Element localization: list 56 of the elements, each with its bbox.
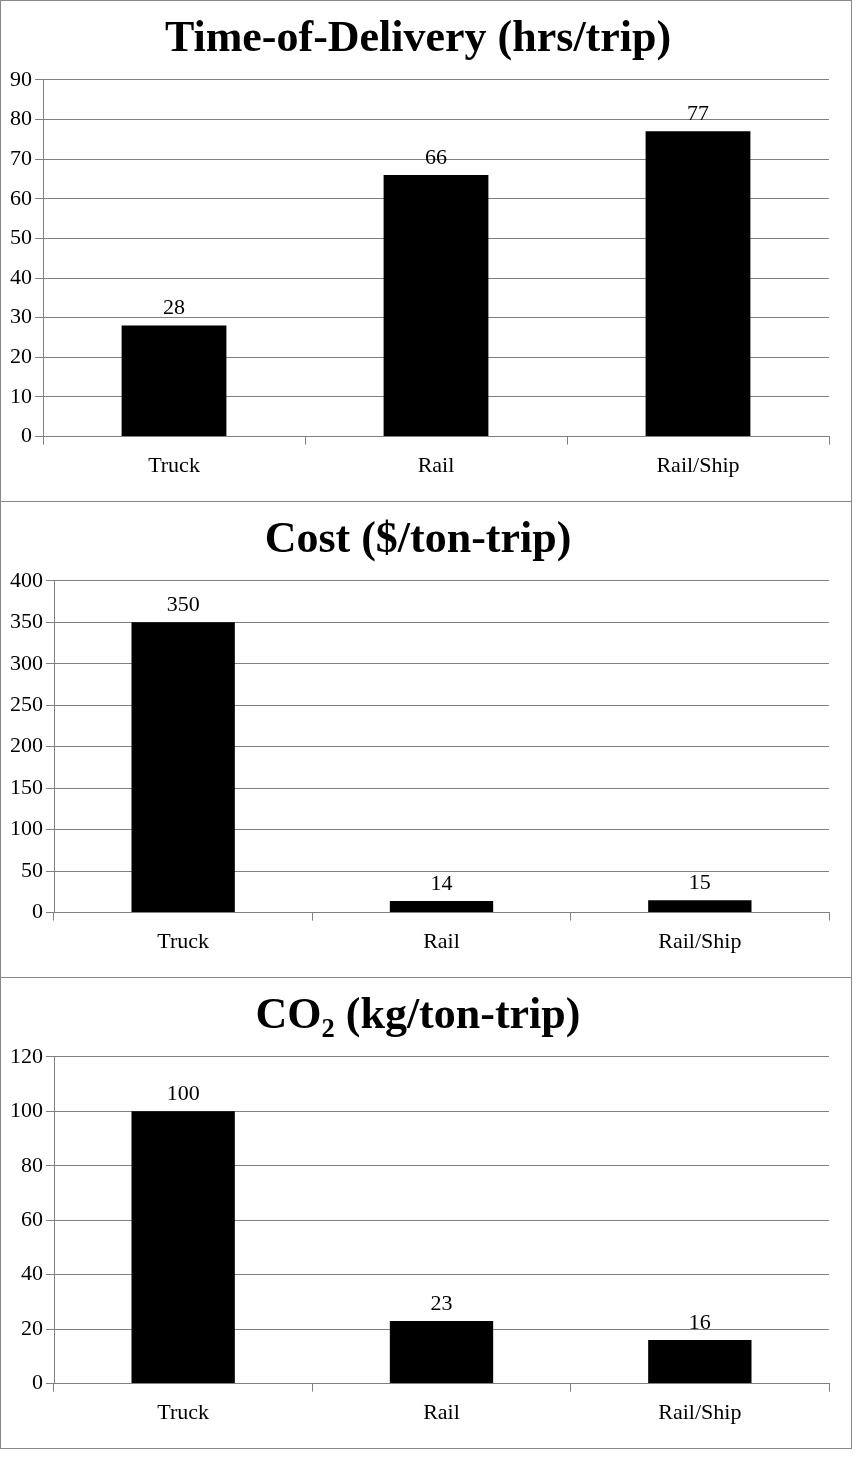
data-label: 77 <box>687 100 709 126</box>
y-tick-label: 400 <box>10 566 43 592</box>
y-tick-label: 30 <box>10 303 32 329</box>
y-tick-label: 120 <box>10 1042 43 1068</box>
y-tick-label: 60 <box>21 1205 43 1231</box>
x-tick-label: Truck <box>157 1398 210 1424</box>
x-tick-label: Rail <box>423 927 460 953</box>
y-tick-label: 0 <box>32 1369 43 1395</box>
x-tick-label: Rail/Ship <box>658 927 742 953</box>
y-tick-label: 250 <box>10 691 43 717</box>
bar <box>648 1340 752 1384</box>
data-label: 15 <box>688 868 711 894</box>
bar <box>389 900 494 913</box>
bar <box>121 325 227 437</box>
y-tick-label: 80 <box>10 105 32 131</box>
bar <box>383 174 489 437</box>
y-tick-label: 50 <box>10 224 32 250</box>
data-label: 66 <box>425 143 447 169</box>
data-label: 14 <box>430 869 453 895</box>
y-tick-label: 60 <box>10 184 32 210</box>
data-label: 350 <box>166 591 200 617</box>
x-tick-label: Truck <box>157 927 210 953</box>
y-tick-label: 300 <box>10 649 43 675</box>
y-tick-label: 50 <box>21 856 43 882</box>
bar <box>645 131 751 437</box>
y-tick-label: 20 <box>10 343 32 369</box>
y-tick-label: 350 <box>10 608 43 634</box>
x-tick-label: Rail/Ship <box>656 451 740 477</box>
x-tick-label: Truck <box>148 451 200 477</box>
y-tick-label: 150 <box>10 773 43 799</box>
y-tick-label: 40 <box>21 1260 43 1286</box>
y-tick-label: 40 <box>10 263 32 289</box>
y-tick-label: 0 <box>21 422 32 448</box>
data-label: 100 <box>166 1080 200 1106</box>
y-tick-label: 100 <box>10 1097 43 1123</box>
y-tick-label: 80 <box>21 1151 43 1177</box>
bar <box>648 900 752 913</box>
data-label: 23 <box>430 1289 453 1315</box>
y-tick-label: 10 <box>10 382 32 408</box>
bar <box>389 1320 494 1384</box>
chart-title: Cost ($/ton-trip) <box>264 512 572 562</box>
bar <box>131 1111 235 1384</box>
x-tick-label: Rail <box>423 1398 460 1424</box>
y-tick-label: 100 <box>10 815 43 841</box>
x-tick-label: Rail/Ship <box>658 1398 742 1424</box>
chart-title: CO₂ (kg/ton-trip) <box>255 988 581 1038</box>
y-tick-label: 90 <box>10 65 32 91</box>
x-tick-label: Rail <box>417 451 455 477</box>
data-label: 28 <box>163 294 185 320</box>
chart-title: Time-of-Delivery (hrs/trip) <box>164 11 672 61</box>
data-label: 16 <box>688 1308 711 1334</box>
y-tick-label: 200 <box>10 732 43 758</box>
bar <box>131 622 235 913</box>
y-tick-label: 0 <box>32 898 43 924</box>
y-tick-label: 20 <box>21 1314 43 1340</box>
y-tick-label: 70 <box>10 144 32 170</box>
